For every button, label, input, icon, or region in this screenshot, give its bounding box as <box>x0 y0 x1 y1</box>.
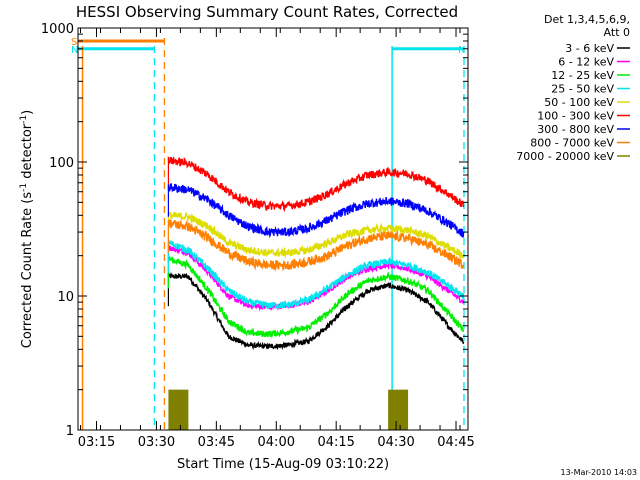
legend-header-line: Det 1,3,4,5,6,9, <box>544 13 630 26</box>
flag-bars: SN N <box>71 37 465 56</box>
x-axis-label: Start Time (15-Aug-09 03:10:22) <box>177 457 389 472</box>
y-axis-label-mid: detector <box>20 123 35 183</box>
flag-label: N <box>71 45 78 56</box>
series-line <box>167 183 465 239</box>
series-layer <box>167 156 465 430</box>
legend-header-line: Att 0 <box>604 26 630 39</box>
x-tick-label: 04:00 <box>258 435 295 450</box>
chart-title: HESSI Observing Summary Count Rates, Cor… <box>76 3 458 21</box>
x-tick-label: 03:45 <box>198 435 235 450</box>
series-line <box>167 245 465 312</box>
y-axis-label: Corrected Count Rate (s-1 detector-1) <box>19 110 35 348</box>
series-line <box>167 271 465 351</box>
y-axis-label-end: ) <box>20 110 35 115</box>
x-tick-label: 04:45 <box>437 435 474 450</box>
legend-label: 3 - 6 keV <box>565 42 614 55</box>
legend-label: 7000 - 20000 keV <box>516 150 614 163</box>
x-tick-label: 04:15 <box>317 435 354 450</box>
y-axis-label-sup-1: -1 <box>19 183 29 192</box>
x-tick-label: 03:15 <box>78 435 115 450</box>
x-tick-label: 03:30 <box>138 435 175 450</box>
legend-label: 6 - 12 keV <box>558 56 614 69</box>
flag-label: N <box>458 45 465 56</box>
y-axis-label-sup-2: -1 <box>19 115 29 124</box>
y-tick-label: 10 <box>57 290 74 305</box>
y-tick-label: 100 <box>49 156 74 171</box>
legend-label: 100 - 300 keV <box>537 110 614 123</box>
series-line <box>167 156 465 212</box>
series-block <box>388 389 409 430</box>
x-tick-label: 04:30 <box>377 435 414 450</box>
series-trace <box>167 183 465 239</box>
series-line <box>167 219 465 272</box>
plot-frame <box>77 27 469 431</box>
series-line <box>167 239 465 310</box>
x-axis: 03:15 03:30 03:45 04:00 04:15 04:30 04:45 <box>78 28 475 450</box>
series-trace <box>168 389 409 430</box>
flag-label: S <box>71 37 77 48</box>
timestamp: 13-Mar-2010 14:03 <box>561 468 638 477</box>
legend-label: 25 - 50 keV <box>551 83 614 96</box>
legend-label: 300 - 800 keV <box>537 123 614 136</box>
series-trace <box>167 219 465 272</box>
y-tick-label: 1 <box>66 424 74 439</box>
series-line <box>167 256 465 339</box>
series-line <box>167 211 464 259</box>
y-axis: 1 10 100 1000 <box>41 22 468 439</box>
legend-label: 800 - 7000 keV <box>530 137 614 150</box>
vertical-markers <box>81 38 465 430</box>
legend-label: 12 - 25 keV <box>551 69 614 82</box>
series-block <box>168 389 189 430</box>
y-axis-label-main: Corrected Count Rate (s <box>20 192 35 349</box>
legend-label: 50 - 100 keV <box>544 96 614 109</box>
y-tick-label: 1000 <box>41 22 74 37</box>
